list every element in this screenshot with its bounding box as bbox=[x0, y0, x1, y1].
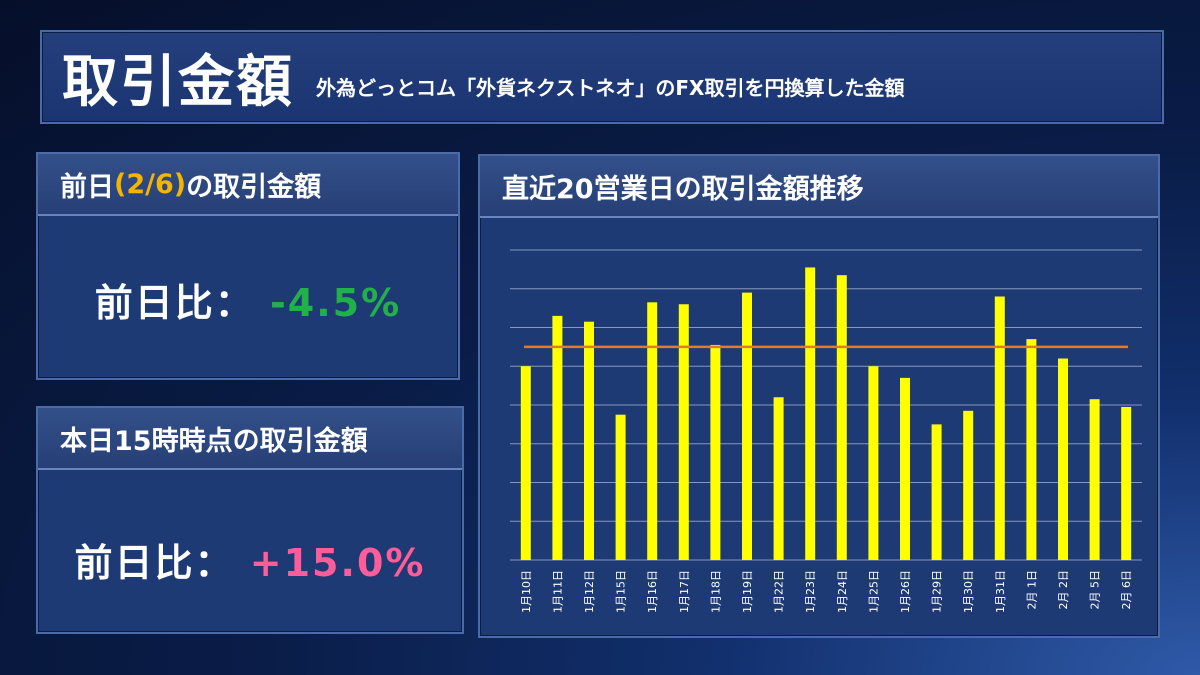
x-tick-label: 1月16日 bbox=[646, 570, 659, 613]
today-stat: 前日比： +15.0% bbox=[38, 532, 462, 587]
x-tick-label: 1月12日 bbox=[583, 570, 596, 613]
bar bbox=[994, 296, 1005, 560]
bar bbox=[520, 366, 531, 560]
previous-day-date: (2/6) bbox=[114, 168, 187, 200]
chart-card-title: 直近20営業日の取引金額推移 bbox=[480, 156, 1158, 218]
x-tick-label: 1月26日 bbox=[899, 570, 912, 613]
today-card: 本日15時時点の取引金額 前日比： +15.0% bbox=[36, 406, 464, 634]
x-tick-label: 2月 1日 bbox=[1025, 570, 1038, 610]
previous-day-title-suffix: の取引金額 bbox=[186, 171, 322, 203]
x-tick-label: 1月18日 bbox=[709, 570, 722, 613]
bar bbox=[615, 414, 626, 560]
x-tick-label: 1月11日 bbox=[551, 570, 564, 613]
bar bbox=[647, 302, 658, 560]
today-change: +15.0% bbox=[249, 541, 426, 585]
x-tick-label: 2月 6日 bbox=[1120, 570, 1133, 610]
bar bbox=[584, 321, 594, 560]
chart-card: 直近20営業日の取引金額推移 1月10日 1月11日 1月12日 1月15日 1月16日… bbox=[478, 154, 1160, 638]
today-label: 前日比： bbox=[74, 541, 235, 585]
previous-day-title-prefix: 前日 bbox=[60, 171, 114, 203]
bar bbox=[900, 377, 910, 560]
x-tick-label: 1月17日 bbox=[678, 570, 691, 613]
previous-day-card-title: 前日 (2/6) の取引金額 bbox=[38, 154, 458, 216]
bar bbox=[773, 397, 784, 560]
page-subtitle: 外為どっとコム「外貨ネクストネオ」のFX取引を円換算した金額 bbox=[316, 75, 905, 100]
x-tick-label: 1月24日 bbox=[836, 570, 849, 613]
x-tick-label: 2月 2日 bbox=[1057, 570, 1070, 610]
x-tick-label: 1月15日 bbox=[615, 570, 628, 613]
previous-day-change: -4.5% bbox=[270, 281, 402, 325]
x-tick-label: 1月29日 bbox=[931, 570, 944, 613]
x-tick-label: 1月31日 bbox=[994, 570, 1007, 613]
x-tick-label: 1月10日 bbox=[520, 570, 533, 613]
bar bbox=[931, 424, 942, 560]
today-card-title: 本日15時時点の取引金額 bbox=[38, 408, 462, 470]
page-title: 取引金額 bbox=[62, 49, 294, 115]
header-banner: 取引金額 外為どっとコム「外貨ネクストネオ」のFX取引を円換算した金額 bbox=[40, 30, 1164, 124]
x-tick-label: 1月19日 bbox=[741, 570, 754, 613]
bar bbox=[552, 315, 563, 560]
bar bbox=[742, 292, 752, 560]
x-tick-label: 1月22日 bbox=[773, 570, 786, 613]
bar bbox=[963, 410, 974, 560]
bar bbox=[1089, 399, 1100, 560]
x-tick-label: 1月23日 bbox=[804, 570, 817, 613]
bar bbox=[868, 366, 879, 560]
x-tick-label: 1月30日 bbox=[962, 570, 975, 613]
previous-day-stat: 前日比： -4.5% bbox=[38, 272, 458, 327]
x-tick-label: 1月25日 bbox=[867, 570, 880, 613]
bar bbox=[1058, 358, 1068, 560]
bar bbox=[710, 344, 721, 560]
bar bbox=[1121, 406, 1132, 560]
bar bbox=[678, 304, 689, 560]
bar-chart: 1月10日 1月11日 1月12日 1月15日 1月16日 1月17日 1月18日 1月19日… bbox=[510, 249, 1142, 613]
bar bbox=[836, 275, 847, 560]
previous-day-card: 前日 (2/6) の取引金額 前日比： -4.5% bbox=[36, 152, 460, 380]
previous-day-label: 前日比： bbox=[94, 281, 255, 325]
bar bbox=[805, 267, 816, 560]
bar bbox=[1026, 339, 1037, 560]
x-tick-label: 2月 5日 bbox=[1089, 570, 1102, 610]
